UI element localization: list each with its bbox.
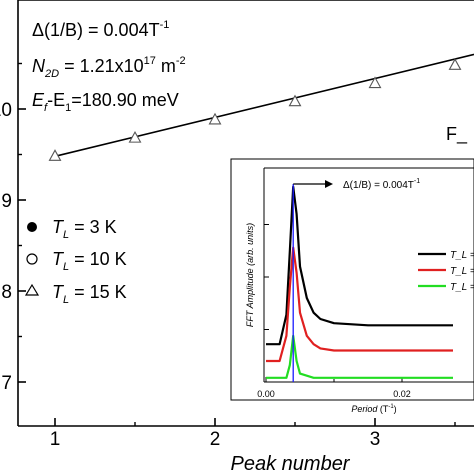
inset-title: Δ(1/B) = 0.004T-1	[343, 178, 420, 191]
data-point-triangle	[368, 76, 382, 89]
annotation-period-sup: -1	[160, 19, 170, 31]
legend-entry-15k-t: T	[52, 282, 65, 302]
data-point-triangle	[448, 58, 462, 70]
legend-entry-10k: TL = 10 K	[52, 249, 127, 273]
legend-entry-3k-sub: L	[63, 229, 69, 241]
inset-legend: T_L = T_L = T_L =	[418, 250, 474, 293]
annotation-energy-ef: E	[32, 90, 45, 110]
inset-x-tick-label: 0.02	[393, 389, 411, 399]
annotation-density-unit: m	[156, 56, 176, 76]
main-legend: TL = 3 K TL = 10 K TL = 15 K	[24, 217, 127, 306]
main-y-ticks: 7 8 9 10	[0, 62, 26, 394]
data-point-triangle	[128, 130, 142, 143]
main-y-tick-label: 8	[1, 282, 12, 303]
annotation-energy-e1-sub: 1	[65, 102, 71, 114]
annotation-energy-ef-sub: f	[44, 102, 48, 114]
inset-title-main: Δ(1/B) = 0.004T	[343, 180, 414, 191]
annotation-energy-value: =180.90 meV	[71, 90, 179, 110]
legend-entry-3k: TL = 3 K	[52, 217, 117, 241]
annotation-energy: Ef-E1=180.90 meV	[32, 90, 179, 114]
legend-entry-3k-t: T	[52, 217, 65, 237]
inset-peak-arrowhead	[325, 180, 333, 188]
inset-x-axis-label-unit-sup: -1	[388, 404, 394, 410]
main-y-tick-label: 10	[0, 100, 12, 121]
inset-series-line	[266, 334, 453, 379]
inset-legend-label: T_L =	[450, 282, 474, 293]
main-y-tick-label: 7	[1, 373, 12, 394]
fit-line-group	[54, 53, 474, 158]
inset-series-group	[266, 185, 453, 379]
main-x-axis-label: Peak number	[231, 453, 351, 474]
legend-entry-10k-sub: L	[63, 261, 69, 273]
inset-chart: 0.00 0.02 Δ(1/B) = 0.004T-1 FFT Amplitude…	[230, 158, 474, 414]
inset-background	[230, 158, 474, 401]
data-points-group	[48, 58, 462, 161]
annotation-density-exp: 17	[144, 55, 156, 67]
annotation-density-n: N	[32, 56, 46, 76]
main-x-tick-label: 1	[50, 429, 61, 450]
main-x-ticks: 1 2 3	[50, 418, 456, 450]
inset-series-line	[266, 185, 453, 346]
legend-entry-10k-t: T	[52, 249, 65, 269]
inset-x-tick-label: 0.00	[257, 389, 275, 399]
annotation-density-sub: 2D	[44, 68, 59, 80]
annotation-period-main: Δ(1/B) = 0.004T	[32, 20, 160, 40]
inset-series-line	[266, 246, 453, 363]
data-point-triangle	[208, 112, 222, 125]
annotation-period: Δ(1/B) = 0.004T-1	[32, 19, 169, 40]
inset-legend-label: T_L =	[450, 250, 474, 261]
annotation-density: N2D = 1.21x1017 m-2	[32, 55, 186, 80]
main-y-tick-label: 9	[1, 191, 12, 212]
annotation-density-unit-sup: -2	[176, 55, 186, 67]
inset-x-axis-label-unit-end: )	[394, 404, 397, 414]
inset-axes	[263, 167, 474, 383]
data-point-triangle	[288, 94, 302, 107]
inset-x-axis-label: Period (T-1)	[351, 404, 396, 414]
annotation-energy-dash: -E	[47, 90, 65, 110]
legend-entry-15k: TL = 15 K	[52, 282, 127, 306]
main-x-tick-label: 2	[210, 429, 221, 450]
legend-entry-10k-text: = 10 K	[69, 249, 127, 269]
inset-x-axis-label-unit: (T	[377, 404, 388, 414]
legend-marker-open-circle	[26, 253, 38, 265]
inset-y-ticks	[264, 224, 269, 330]
legend-entry-3k-text: = 3 K	[69, 217, 117, 237]
annotation-density-value: = 1.21x10	[59, 56, 144, 76]
inset-x-axis-label-main: Period	[351, 404, 378, 414]
inset-title-sup: -1	[414, 178, 420, 185]
legend-entry-15k-sub: L	[63, 294, 69, 306]
annotation-right-label: F_	[446, 124, 468, 145]
inset-legend-label: T_L =	[450, 266, 474, 277]
fit-line	[54, 53, 474, 158]
legend-marker-open-triangle	[24, 283, 40, 296]
legend-marker-filled-circle	[27, 222, 37, 232]
data-point-triangle	[48, 149, 62, 161]
main-axes	[17, 0, 474, 427]
legend-entry-15k-text: = 15 K	[69, 282, 127, 302]
main-x-tick-label: 3	[370, 429, 381, 450]
inset-y-axis-label: FFT Amplitude (arb. units)	[245, 223, 255, 327]
